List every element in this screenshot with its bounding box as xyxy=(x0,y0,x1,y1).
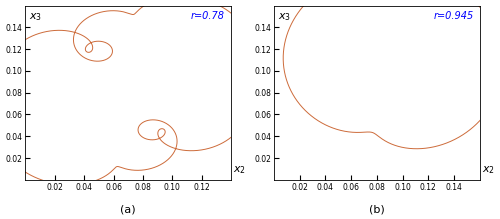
Text: $x_2$: $x_2$ xyxy=(233,164,246,176)
Text: $x_2$: $x_2$ xyxy=(482,164,494,176)
Text: $x_3$: $x_3$ xyxy=(30,11,43,23)
Text: $x_3$: $x_3$ xyxy=(278,11,291,23)
Text: r=0.78: r=0.78 xyxy=(191,11,225,21)
Text: (b): (b) xyxy=(369,204,384,214)
Text: r=0.945: r=0.945 xyxy=(434,11,474,21)
Text: (a): (a) xyxy=(120,204,136,214)
